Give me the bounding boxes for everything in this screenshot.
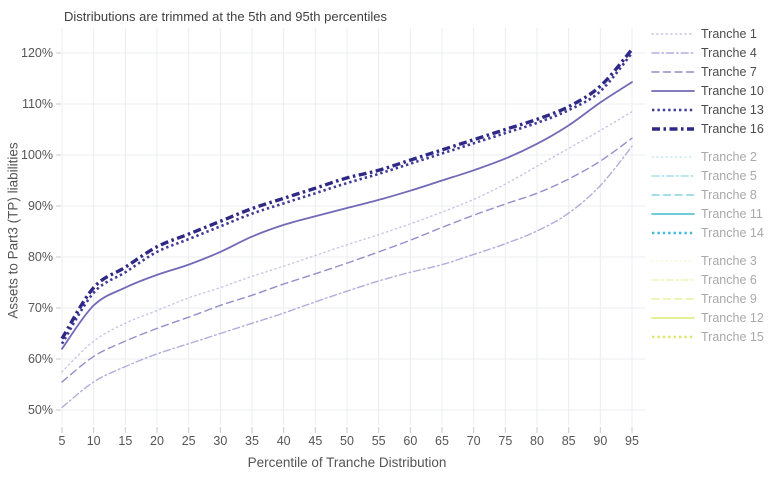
x-tick-label: 85 — [562, 434, 576, 448]
legend-label: Tranche 7 — [701, 64, 757, 79]
legend-label: Tranche 6 — [701, 272, 757, 287]
x-tick-label: 70 — [467, 434, 481, 448]
x-tick-label: 45 — [308, 434, 322, 448]
x-tick-label: 15 — [118, 434, 132, 448]
legend-item-tranche-9[interactable]: Tranche 9 — [650, 289, 768, 308]
legend-line-swatch — [651, 32, 695, 35]
legend-label: Tranche 3 — [701, 253, 757, 268]
x-tick-label: 95 — [625, 434, 639, 448]
legend-item-tranche-4[interactable]: Tranche 4 — [650, 43, 768, 62]
y-tick-label: 110% — [22, 97, 53, 111]
series-line-tranche-7 — [61, 137, 633, 383]
y-tick-label: 50% — [28, 403, 53, 417]
x-tick-label: 20 — [150, 434, 164, 448]
x-tick-label: 30 — [213, 434, 227, 448]
chart-title: Distributions are trimmed at the 5th and… — [64, 9, 388, 24]
legend-item-tranche-13[interactable]: Tranche 13 — [650, 100, 768, 119]
legend-label: Tranche 4 — [701, 45, 757, 60]
legend-line-swatch — [651, 316, 695, 319]
y-axis-title: Assets to Part3 (TP) liabilities — [5, 142, 21, 319]
legend-label: Tranche 9 — [701, 291, 757, 306]
x-tick-label: 40 — [277, 434, 291, 448]
series-line-tranche-10 — [61, 81, 633, 350]
legend-line-swatch — [652, 126, 694, 131]
legend-item-tranche-6[interactable]: Tranche 6 — [650, 270, 768, 289]
legend-item-tranche-10[interactable]: Tranche 10 — [650, 81, 768, 100]
legend-line-swatch — [652, 108, 694, 111]
legend-item-tranche-2[interactable]: Tranche 2 — [650, 147, 768, 166]
legend-label: Tranche 11 — [701, 206, 763, 221]
legend-line-swatch — [652, 231, 694, 234]
y-tick-label: 60% — [28, 352, 53, 366]
legend-line-swatch — [651, 193, 695, 196]
x-axis-title: Percentile of Tranche Distribution — [247, 455, 447, 470]
x-tick-label: 35 — [245, 434, 259, 448]
y-tick-label: 70% — [28, 301, 53, 315]
legend-label: Tranche 5 — [701, 168, 757, 183]
legend-label: Tranche 10 — [701, 83, 764, 98]
x-tick-label: 25 — [182, 434, 196, 448]
legend-label: Tranche 12 — [701, 310, 764, 325]
y-tick-label: 120% — [21, 46, 53, 60]
legend-line-swatch — [651, 155, 695, 158]
legend-line-swatch — [651, 174, 695, 177]
legend-item-tranche-11[interactable]: Tranche 11 — [650, 204, 768, 223]
x-tick-label: 10 — [87, 434, 101, 448]
x-tick-label: 50 — [340, 434, 354, 448]
legend-item-tranche-8[interactable]: Tranche 8 — [650, 185, 768, 204]
legend: Tranche 1 Tranche 4 Tranche 7 Tranche 10 Tra… — [650, 24, 768, 346]
legend-item-tranche-14[interactable]: Tranche 14 — [650, 223, 768, 242]
y-tick-label: 100% — [21, 148, 53, 162]
legend-label: Tranche 14 — [701, 225, 764, 240]
series-line-tranche-1 — [61, 111, 633, 373]
legend-label: Tranche 13 — [701, 102, 764, 117]
legend-label: Tranche 2 — [701, 149, 757, 164]
x-tick-label: 75 — [498, 434, 512, 448]
legend-item-tranche-15[interactable]: Tranche 15 — [650, 327, 768, 346]
y-tick-label: 90% — [28, 199, 53, 213]
legend-label: Tranche 8 — [701, 187, 757, 202]
legend-item-tranche-5[interactable]: Tranche 5 — [650, 166, 768, 185]
legend-item-tranche-1[interactable]: Tranche 1 — [650, 24, 768, 43]
legend-line-swatch — [651, 89, 695, 92]
x-tick-label: 65 — [435, 434, 449, 448]
legend-line-swatch — [652, 335, 694, 338]
legend-item-tranche-16[interactable]: Tranche 16 — [650, 119, 768, 138]
series-line-tranche-4 — [61, 145, 633, 409]
x-tick-label: 5 — [59, 434, 66, 448]
legend-line-swatch — [651, 259, 695, 262]
legend-label: Tranche 16 — [701, 121, 764, 136]
x-tick-label: 55 — [372, 434, 386, 448]
y-tick-label: 80% — [28, 250, 53, 264]
x-tick-label: 80 — [530, 434, 544, 448]
legend-line-swatch — [651, 278, 695, 281]
legend-label: Tranche 1 — [701, 26, 757, 41]
legend-line-swatch — [651, 297, 695, 300]
legend-item-tranche-7[interactable]: Tranche 7 — [650, 62, 768, 81]
legend-line-swatch — [651, 212, 695, 215]
legend-line-swatch — [651, 51, 695, 54]
legend-line-swatch — [651, 70, 695, 73]
legend-label: Tranche 15 — [701, 329, 764, 344]
series-line-tranche-13 — [60, 52, 634, 345]
series-line-tranche-16 — [60, 48, 634, 340]
legend-item-tranche-3[interactable]: Tranche 3 — [650, 251, 768, 270]
x-tick-label: 90 — [593, 434, 607, 448]
x-tick-label: 60 — [403, 434, 417, 448]
legend-item-tranche-12[interactable]: Tranche 12 — [650, 308, 768, 327]
